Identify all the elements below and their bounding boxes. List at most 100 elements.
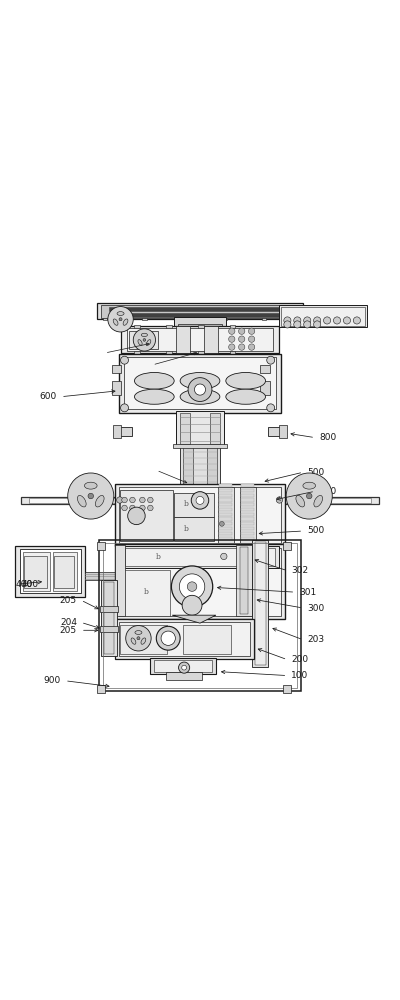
Bar	[113, 425, 121, 438]
Circle shape	[171, 566, 213, 607]
Bar	[173, 444, 227, 448]
Bar	[241, 513, 254, 516]
Bar	[128, 331, 158, 349]
Bar	[24, 556, 48, 588]
Text: 700: 700	[319, 487, 336, 496]
Bar	[210, 413, 220, 444]
Circle shape	[294, 321, 301, 328]
Text: b: b	[184, 525, 188, 533]
Circle shape	[108, 307, 133, 332]
Bar	[241, 503, 254, 506]
Bar	[101, 305, 299, 318]
Bar	[112, 381, 121, 395]
Bar	[21, 497, 379, 504]
Circle shape	[334, 317, 341, 324]
Bar	[241, 489, 254, 492]
Bar	[109, 313, 291, 317]
Circle shape	[140, 497, 145, 503]
Bar	[118, 548, 282, 616]
Circle shape	[267, 356, 275, 364]
Bar	[109, 307, 291, 311]
Bar	[219, 527, 232, 530]
Circle shape	[191, 492, 209, 509]
Bar	[219, 517, 232, 521]
Text: 204: 204	[60, 618, 77, 627]
Bar	[219, 484, 232, 487]
Bar	[154, 660, 212, 672]
Circle shape	[267, 404, 275, 412]
Bar	[241, 537, 254, 540]
Circle shape	[161, 631, 175, 645]
Bar	[241, 522, 254, 525]
Bar	[85, 572, 114, 580]
Ellipse shape	[180, 372, 220, 389]
Circle shape	[182, 665, 186, 670]
Text: 100: 100	[291, 671, 309, 680]
Bar	[176, 411, 224, 446]
Circle shape	[220, 521, 224, 526]
Bar	[174, 317, 226, 327]
Bar	[118, 427, 132, 436]
Bar	[241, 532, 254, 535]
Circle shape	[238, 336, 245, 342]
Bar	[182, 318, 187, 320]
Bar	[20, 549, 81, 593]
Circle shape	[122, 505, 127, 511]
Circle shape	[133, 329, 156, 351]
Circle shape	[276, 497, 283, 503]
Bar	[219, 537, 232, 540]
Bar	[126, 328, 274, 351]
Bar	[282, 307, 365, 326]
Bar	[120, 326, 280, 353]
Ellipse shape	[303, 482, 316, 489]
Bar	[268, 427, 282, 436]
Circle shape	[229, 344, 235, 350]
Circle shape	[140, 505, 145, 511]
Bar	[284, 685, 291, 693]
Bar	[260, 365, 270, 373]
Bar	[174, 493, 214, 517]
Circle shape	[238, 328, 245, 334]
Text: 800: 800	[319, 433, 336, 442]
Bar	[241, 508, 254, 511]
Ellipse shape	[134, 389, 174, 404]
Circle shape	[294, 317, 301, 324]
Circle shape	[314, 321, 321, 328]
Text: 400: 400	[15, 580, 32, 589]
Circle shape	[248, 344, 255, 350]
Text: 301: 301	[299, 588, 316, 597]
Circle shape	[306, 493, 312, 499]
Ellipse shape	[180, 389, 220, 404]
Circle shape	[148, 505, 153, 511]
Bar	[219, 498, 232, 502]
Bar	[230, 325, 235, 328]
Circle shape	[143, 339, 146, 341]
Ellipse shape	[84, 482, 97, 489]
Text: 900: 900	[44, 676, 61, 685]
Bar	[114, 544, 286, 619]
Circle shape	[286, 473, 332, 519]
Circle shape	[88, 493, 94, 499]
Bar	[173, 485, 227, 488]
Bar	[219, 513, 232, 516]
Ellipse shape	[135, 631, 142, 634]
Circle shape	[182, 595, 202, 615]
Text: 500: 500	[307, 468, 324, 477]
Bar	[286, 318, 290, 320]
Bar	[178, 324, 222, 329]
Bar	[240, 547, 248, 614]
Circle shape	[130, 497, 135, 503]
Bar	[241, 484, 254, 487]
Bar	[180, 413, 190, 444]
Circle shape	[221, 553, 227, 560]
Bar	[166, 351, 172, 355]
Bar	[99, 540, 301, 691]
Bar	[241, 527, 254, 530]
Circle shape	[126, 626, 151, 651]
Bar	[102, 580, 116, 656]
Ellipse shape	[141, 333, 148, 337]
Circle shape	[304, 321, 311, 328]
Circle shape	[128, 507, 145, 525]
Text: b: b	[184, 500, 188, 508]
Bar	[124, 570, 170, 616]
